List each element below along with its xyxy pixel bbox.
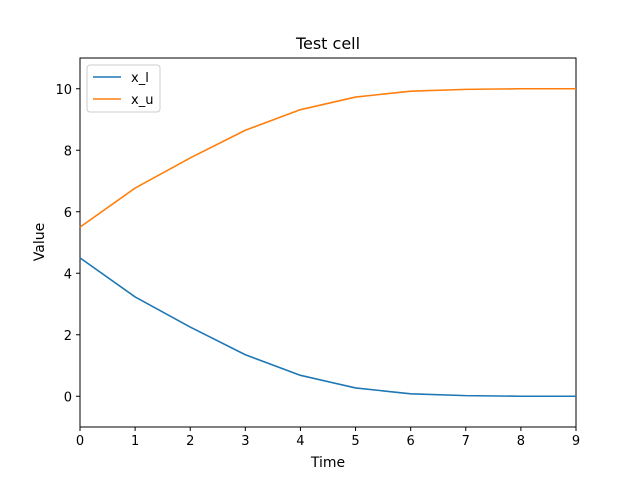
x-tick-label: 9 bbox=[572, 434, 580, 449]
y-tick-label: 4 bbox=[64, 267, 72, 282]
series-lines bbox=[79, 87, 576, 398]
y-axis-label: Value bbox=[32, 223, 48, 261]
legend-label: x_u bbox=[131, 93, 153, 108]
y-tick-label: 10 bbox=[55, 83, 72, 98]
y-tick-label: 6 bbox=[64, 206, 72, 221]
x-tick-label: 6 bbox=[407, 434, 415, 449]
x-tick-label: 2 bbox=[186, 434, 194, 449]
legend: x_l x_u bbox=[86, 64, 161, 113]
x-axis-ticks: 0 1 2 3 4 5 6 7 8 9 bbox=[76, 427, 580, 449]
series-line-x-l bbox=[79, 257, 576, 398]
x-tick-label: 1 bbox=[131, 434, 139, 449]
x-tick-label: 0 bbox=[76, 434, 84, 449]
legend-label: x_l bbox=[131, 71, 149, 86]
x-tick-label: 4 bbox=[296, 434, 304, 449]
x-tick-label: 5 bbox=[351, 434, 359, 449]
y-tick-label: 2 bbox=[64, 329, 72, 344]
chart-title: Test cell bbox=[295, 34, 360, 53]
series-line-x-u bbox=[79, 87, 576, 228]
x-tick-label: 3 bbox=[241, 434, 249, 449]
x-axis-label: Time bbox=[310, 455, 345, 471]
x-tick-label: 8 bbox=[517, 434, 525, 449]
x-tick-label: 7 bbox=[462, 434, 470, 449]
y-axis-ticks: 0 2 4 6 8 10 bbox=[55, 83, 80, 405]
y-tick-label: 0 bbox=[64, 390, 72, 405]
plot-frame bbox=[79, 57, 577, 428]
y-tick-label: 8 bbox=[64, 144, 72, 159]
